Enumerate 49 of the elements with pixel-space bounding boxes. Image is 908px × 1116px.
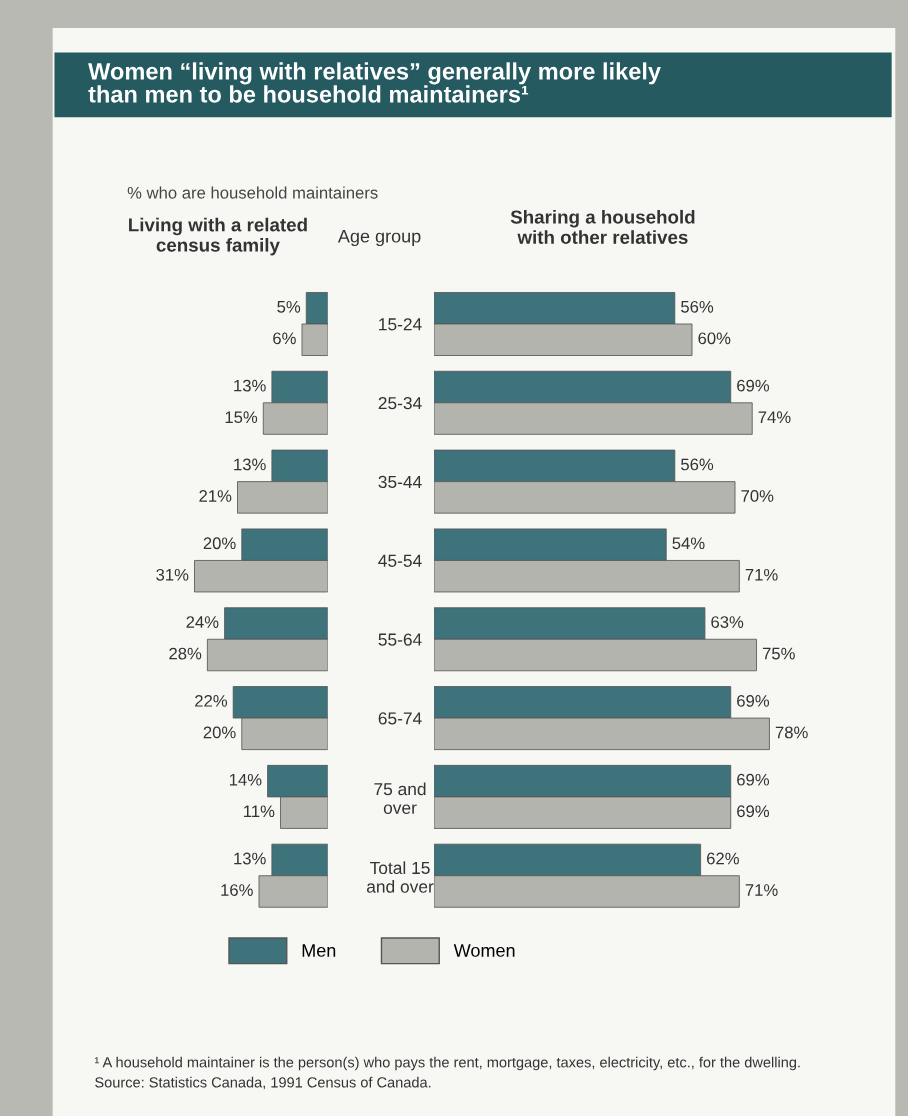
data-label: 71% bbox=[745, 568, 778, 581]
data-label: 56% bbox=[681, 300, 714, 313]
text: ¹ A household maintainer is the person(s) who pays the rent, mortgage, taxes, electricity, etc., for the dwelling. bbox=[95, 1056, 800, 1071]
data-label: 20% bbox=[203, 726, 236, 739]
data-label: 13% bbox=[234, 379, 266, 392]
chart-title: Sharing a household with other relatives bbox=[510, 209, 695, 244]
data-label: 71% bbox=[745, 884, 778, 896]
data-label: 62% bbox=[707, 852, 739, 865]
data-label: 69% bbox=[737, 773, 770, 786]
data-label: 21% bbox=[199, 490, 232, 502]
chart-subtitle: % who are household maintainers bbox=[127, 186, 378, 199]
data-label: 69% bbox=[737, 694, 770, 707]
y-tick-label: 35-44 bbox=[378, 475, 422, 489]
data-label: 74% bbox=[758, 411, 791, 423]
data-label: 22% bbox=[195, 694, 228, 707]
data-label: 60% bbox=[698, 332, 731, 345]
y-tick-label: 65-74 bbox=[378, 712, 422, 725]
y-axis-title: Age group bbox=[337, 229, 421, 247]
legend-label: Men bbox=[302, 944, 336, 957]
data-label: 14% bbox=[229, 773, 262, 786]
data-label: 56% bbox=[681, 458, 714, 471]
data-label: 20% bbox=[203, 537, 236, 550]
data-label: 69% bbox=[737, 379, 770, 392]
y-tick-label: 25-34 bbox=[378, 396, 422, 410]
chart-title: Women “living with relatives” generally more likely than men to be household maintainers¹ bbox=[88, 62, 661, 103]
data-label: 70% bbox=[741, 490, 774, 502]
data-label: 24% bbox=[186, 616, 219, 628]
data-label: 13% bbox=[234, 458, 266, 471]
data-label: 15% bbox=[225, 411, 258, 424]
data-label: 54% bbox=[672, 537, 705, 550]
y-tick-label: 45-54 bbox=[378, 554, 422, 567]
y-tick-label: Total 15 and over bbox=[366, 861, 434, 893]
legend-label: Women bbox=[453, 944, 515, 957]
data-label: 11% bbox=[244, 805, 275, 818]
y-tick-label: 55-64 bbox=[378, 633, 422, 646]
x-axis-title: Living with a related census family bbox=[129, 217, 307, 256]
data-label: 28% bbox=[169, 647, 202, 660]
y-tick-label: 15-24 bbox=[379, 318, 422, 331]
data-label: 13% bbox=[234, 852, 266, 865]
data-label: 69% bbox=[737, 805, 770, 818]
data-label: 5% bbox=[277, 300, 301, 313]
data-label: 78% bbox=[775, 726, 808, 739]
data-label: 6% bbox=[273, 332, 296, 345]
source-note: Source: Statistics Canada, 1991 Census of Canada. bbox=[95, 1076, 431, 1090]
data-label: 75% bbox=[762, 647, 795, 660]
y-tick-label: 75 and over bbox=[374, 782, 426, 814]
data-label: 16% bbox=[221, 884, 253, 896]
data-label: 31% bbox=[156, 568, 189, 581]
data-label: 63% bbox=[711, 616, 744, 628]
